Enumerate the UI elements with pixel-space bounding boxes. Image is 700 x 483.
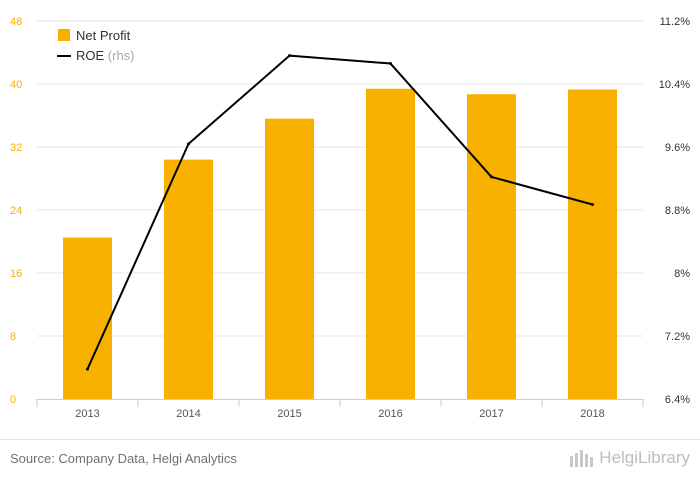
x-tick-label: 2017 xyxy=(479,408,503,420)
legend-swatch-net-profit xyxy=(58,29,70,41)
roe-point xyxy=(389,62,392,66)
legend-label-roe: ROE (rhs) xyxy=(76,48,135,63)
bar-net-profit xyxy=(63,237,112,399)
roe-point xyxy=(288,54,291,58)
x-tick-label: 2015 xyxy=(277,408,301,420)
line-roe xyxy=(86,54,593,370)
roe-point xyxy=(86,367,89,371)
source-note: Source: Company Data, Helgi Analytics xyxy=(10,451,237,466)
brand-name: HelgiLibrary xyxy=(599,448,690,467)
y-left-tick-label: 32 xyxy=(10,142,22,154)
bar-net-profit xyxy=(467,94,516,400)
y-right-tick-label: 9.6% xyxy=(665,142,690,154)
y-left-tick-label: 16 xyxy=(10,268,22,280)
x-tick-label: 2016 xyxy=(378,408,402,420)
y-right-tick-label: 11.2% xyxy=(660,16,691,28)
x-tick-label: 2013 xyxy=(75,408,99,420)
y-left-tick-label: 40 xyxy=(10,79,22,91)
y-right-tick-label: 8.8% xyxy=(665,205,690,217)
y-left-tick-label: 0 xyxy=(10,394,16,406)
library-logo-icon xyxy=(570,450,594,467)
roe-point xyxy=(187,142,190,146)
y-right-tick-label: 10.4% xyxy=(659,79,690,91)
bar-net-profit xyxy=(265,118,314,400)
x-tick-label: 2018 xyxy=(580,408,604,420)
y-left-tick-label: 48 xyxy=(10,16,22,28)
bar-net-profit xyxy=(568,89,617,399)
x-tick-label: 2014 xyxy=(176,408,200,420)
roe-point xyxy=(591,202,594,206)
legend-label-net-profit: Net Profit xyxy=(76,28,131,43)
legend-rhs-note: (rhs) xyxy=(108,48,135,63)
y-left-tick-label: 8 xyxy=(10,331,16,343)
y-left-tick-label: 24 xyxy=(10,205,22,217)
brand-logo[interactable]: HelgiLibrary xyxy=(569,448,690,468)
bar-net-profit xyxy=(164,159,213,399)
y-right-tick-label: 6.4% xyxy=(665,394,690,406)
bar-net-profit xyxy=(366,88,415,399)
y-right-tick-label: 7.2% xyxy=(665,331,690,343)
y-right-tick-label: 8% xyxy=(674,268,690,280)
roe-point xyxy=(490,175,493,179)
footer-divider xyxy=(0,439,700,440)
